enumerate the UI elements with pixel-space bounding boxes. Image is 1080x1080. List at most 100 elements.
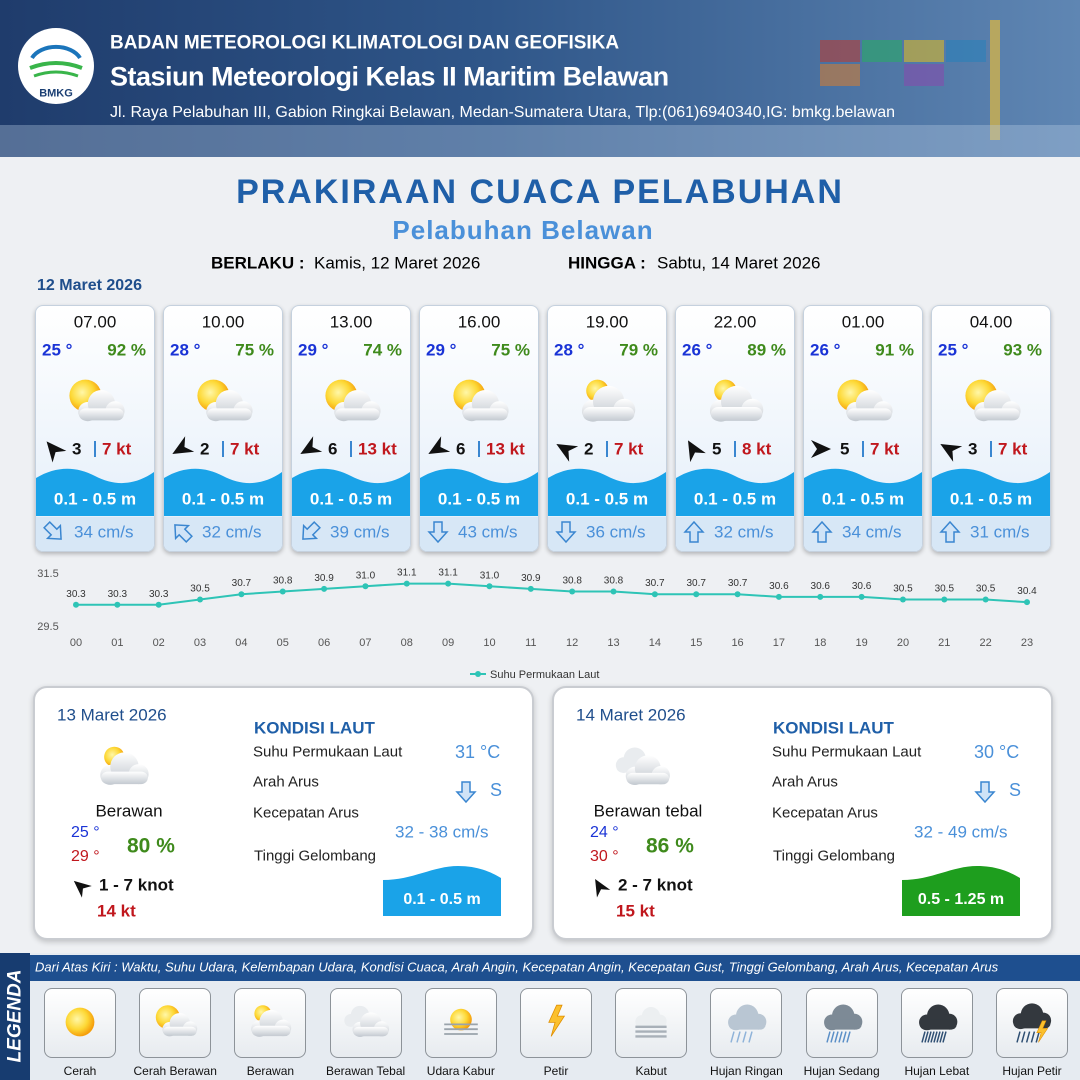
current-dir-label: Arah Arus: [772, 773, 838, 791]
weather-icon: [65, 1007, 95, 1037]
x-tick-label: 15: [690, 637, 702, 649]
current-arrow: [974, 781, 996, 804]
x-tick-label: 09: [442, 637, 454, 649]
cloud: [635, 1007, 667, 1029]
humidity: 79 %: [619, 340, 658, 360]
wind-arrow: [46, 441, 67, 463]
rain: [1035, 1031, 1040, 1043]
sst-point: [527, 585, 534, 592]
current-speed: 34 cm/s: [74, 522, 134, 542]
rain: [825, 1031, 831, 1043]
cloud: [251, 1009, 292, 1037]
legend-strip: [0, 953, 30, 1080]
wind-arrow: [688, 440, 706, 463]
logo: BMKG: [18, 28, 94, 104]
weather-icon: [343, 1005, 389, 1037]
cloud: [206, 390, 253, 422]
gust: 14 kt: [97, 901, 136, 921]
value-label: 30.3: [149, 589, 169, 600]
cloud-part: [847, 408, 892, 421]
cloud: [625, 755, 670, 786]
sst-point: [1024, 599, 1030, 606]
logo-arc: [33, 70, 79, 78]
x-tick-label: 01: [111, 637, 123, 649]
wind-arrow: [595, 878, 611, 898]
forecast-card: 07.00 25 ° 92 % 3 7 kt 0.1 - 0.5 m 34 cm/s: [35, 305, 155, 552]
current-speed: 36 cm/s: [586, 522, 646, 542]
wind-arrow-shape: [172, 436, 195, 454]
cloud: [709, 385, 764, 422]
wind-speed: 3: [968, 439, 978, 459]
cloud-part: [335, 408, 380, 421]
cloud: [581, 385, 636, 422]
wave-label: Tinggi Gelombang: [254, 847, 377, 865]
current-speed: 32 - 38 cm/s: [395, 822, 489, 842]
cloud: [462, 390, 509, 422]
sst-point: [693, 591, 700, 598]
sst-point: [982, 596, 989, 603]
temperature: 29 °: [426, 340, 457, 360]
cloud: [918, 1004, 958, 1031]
container: [820, 64, 860, 86]
sst-point: [362, 583, 369, 590]
current-arrow: [302, 521, 321, 540]
sst-label: Suhu Permukaan Laut: [772, 743, 922, 761]
current-arrow-shape: [555, 521, 577, 544]
weather-icon: [443, 1008, 478, 1035]
wind-arrow-shape: [428, 436, 451, 454]
sst-point: [321, 585, 328, 592]
wave-shape: [548, 468, 666, 516]
wind-speed: 5: [840, 439, 850, 459]
humidity: 91 %: [875, 340, 914, 360]
container: [904, 64, 944, 86]
address: Jl. Raya Pelabuhan III, Gabion Ringkai B…: [110, 104, 896, 121]
temp-min: 24 °: [590, 824, 619, 841]
wind-speed: 6: [328, 439, 338, 459]
validity-from: Kamis, 12 Maret 2026: [314, 253, 481, 273]
legend-item: Cerah: [63, 1064, 97, 1078]
value-label: 30.5: [893, 584, 913, 595]
sst-line: [76, 582, 1028, 606]
wave: [676, 468, 794, 516]
separator: [222, 441, 224, 457]
sst-point: [569, 588, 576, 595]
validity-to: Sabtu, 14 Maret 2026: [657, 253, 821, 273]
current-speed: 43 cm/s: [458, 522, 518, 542]
cloud: [162, 1013, 198, 1037]
weather-icon: [197, 379, 253, 422]
current-speed: 32 cm/s: [202, 522, 262, 542]
rain: [1025, 1031, 1031, 1043]
legend-box: [996, 988, 1068, 1058]
wave-height: 0.1 - 0.5 m: [949, 489, 1033, 509]
current-speed-label: Kecepatan Arus: [253, 804, 359, 822]
current-arrow-shape: [302, 521, 321, 540]
forecast-card: 10.00 28 ° 75 % 2 7 kt 0.1 - 0.5 m 32 cm/s: [163, 305, 283, 552]
x-tick-label: 10: [483, 637, 495, 649]
header-scene: [0, 20, 1080, 157]
separator: [734, 441, 736, 457]
sst-point: [279, 588, 286, 595]
cloud: [1012, 1003, 1052, 1030]
y-tick-label: 29.5: [37, 621, 58, 633]
value-label: 30.5: [935, 584, 955, 595]
rain: [837, 1031, 843, 1043]
gust: 7 kt: [614, 439, 644, 459]
forecast-card: 19.00 28 ° 79 % 2 7 kt 0.1 - 0.5 m 36 cm/s: [547, 305, 667, 552]
humidity: 75 %: [235, 340, 274, 360]
floor: [0, 125, 1080, 157]
container: [904, 40, 944, 62]
temperature: 25 °: [42, 340, 73, 360]
sst-point: [73, 601, 79, 608]
today-date: 12 Maret 2026: [37, 277, 142, 294]
wind-arrow-shape: [46, 441, 67, 463]
subtitle: Pelabuhan Belawan: [392, 215, 654, 245]
wave-shape: [420, 468, 538, 516]
sst-point: [238, 591, 245, 598]
legend-box: [615, 988, 688, 1058]
time: 22.00: [713, 312, 757, 332]
wave-height: 0.1 - 0.5 m: [693, 489, 777, 509]
x-tick-label: 21: [938, 637, 950, 649]
forecast-card: 16.00 29 ° 75 % 6 13 kt 0.1 - 0.5 m 43 cm/s: [419, 305, 539, 552]
wind-arrow-shape: [73, 880, 92, 898]
value-label: 30.8: [604, 576, 624, 587]
